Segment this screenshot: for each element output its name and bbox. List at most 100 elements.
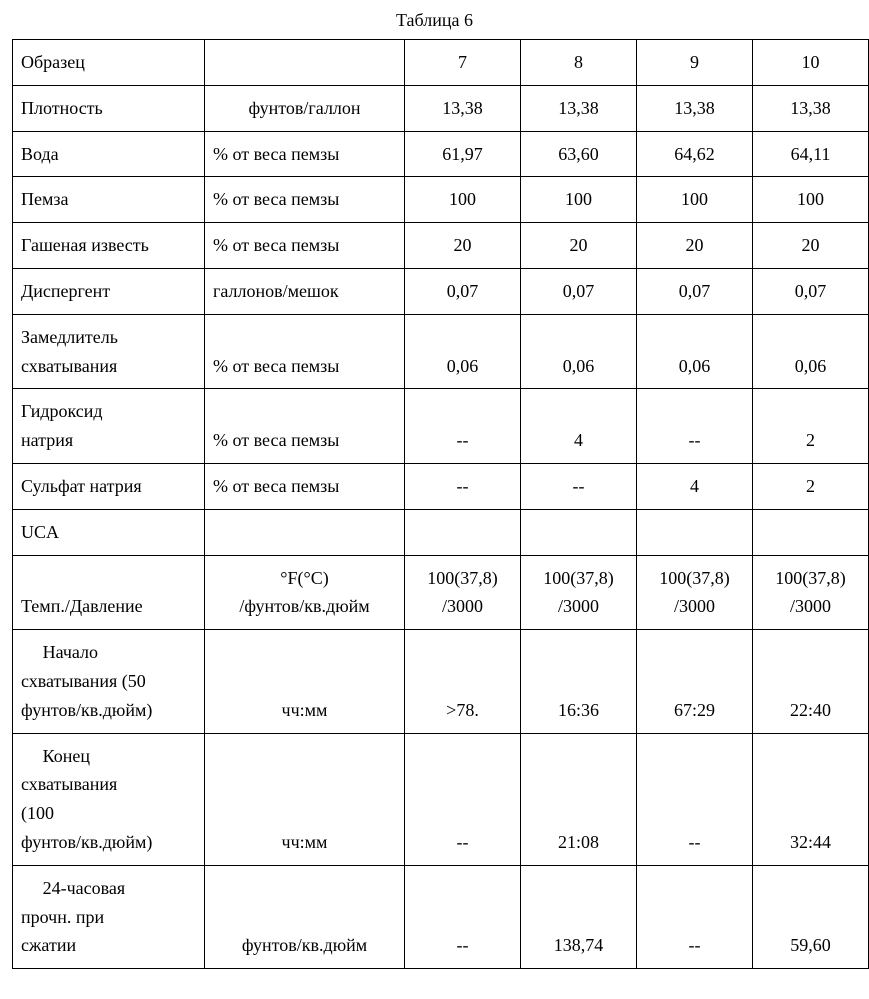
table-row: Начало схватывания (50 фунтов/кв.дюйм)чч… [13, 630, 869, 733]
table-row: Вода% от веса пемзы61,9763,6064,6264,11 [13, 131, 869, 177]
row-label: Пемза [13, 177, 205, 223]
row-label: Вода [13, 131, 205, 177]
cell-value: 20 [637, 223, 753, 269]
table-row: UCA [13, 509, 869, 555]
cell-value: 59,60 [753, 865, 869, 968]
cell-value: 13,38 [753, 85, 869, 131]
row-label: Диспергент [13, 268, 205, 314]
cell-value: 100 [521, 177, 637, 223]
cell-value: 100 [753, 177, 869, 223]
row-unit: фунтов/кв.дюйм [205, 865, 405, 968]
cell-value: 100(37,8) /3000 [405, 555, 521, 630]
table-row: Гидроксид натрия% от веса пемзы--4--2 [13, 389, 869, 464]
cell-value: -- [637, 865, 753, 968]
table-row: 24-часовая прочн. при сжатиифунтов/кв.дю… [13, 865, 869, 968]
table-row: Плотностьфунтов/галлон13,3813,3813,3813,… [13, 85, 869, 131]
cell-value: 0,07 [521, 268, 637, 314]
cell-value: >78. [405, 630, 521, 733]
data-table: Образец78910Плотностьфунтов/галлон13,381… [12, 39, 869, 969]
row-unit: % от веса пемзы [205, 177, 405, 223]
cell-value: 0,07 [753, 268, 869, 314]
cell-value: 9 [637, 40, 753, 86]
cell-value: 0,06 [753, 314, 869, 389]
cell-value: 20 [753, 223, 869, 269]
table-caption: Таблица 6 [12, 10, 857, 31]
row-label: Гидроксид натрия [13, 389, 205, 464]
table-row: Гашеная известь% от веса пемзы20202020 [13, 223, 869, 269]
row-label: UCA [13, 509, 205, 555]
cell-value: 100 [405, 177, 521, 223]
cell-value: -- [405, 463, 521, 509]
cell-value: 4 [637, 463, 753, 509]
cell-value: 0,06 [637, 314, 753, 389]
cell-value: 20 [405, 223, 521, 269]
cell-value: 61,97 [405, 131, 521, 177]
row-unit: % от веса пемзы [205, 389, 405, 464]
row-label: Гашеная известь [13, 223, 205, 269]
row-label: Плотность [13, 85, 205, 131]
cell-value: 100(37,8) /3000 [637, 555, 753, 630]
cell-value: 100 [637, 177, 753, 223]
row-unit: фунтов/галлон [205, 85, 405, 131]
row-label: Начало схватывания (50 фунтов/кв.дюйм) [13, 630, 205, 733]
cell-value: -- [405, 865, 521, 968]
cell-value: 64,11 [753, 131, 869, 177]
cell-value: -- [405, 733, 521, 865]
cell-value: 21:08 [521, 733, 637, 865]
table-row: Конец схватывания (100 фунтов/кв.дюйм)чч… [13, 733, 869, 865]
row-label: Образец [13, 40, 205, 86]
cell-value [405, 509, 521, 555]
cell-value: 0,07 [405, 268, 521, 314]
cell-value: -- [405, 389, 521, 464]
row-label: Замедлитель схватывания [13, 314, 205, 389]
cell-value: 2 [753, 389, 869, 464]
cell-value: 100(37,8) /3000 [521, 555, 637, 630]
row-label: Конец схватывания (100 фунтов/кв.дюйм) [13, 733, 205, 865]
cell-value: -- [521, 463, 637, 509]
table-row: Пемза% от веса пемзы100100100100 [13, 177, 869, 223]
row-unit: чч:мм [205, 630, 405, 733]
table-row: Темп./Давление°F(°C) /фунтов/кв.дюйм100(… [13, 555, 869, 630]
cell-value: 63,60 [521, 131, 637, 177]
cell-value: 10 [753, 40, 869, 86]
cell-value: 13,38 [521, 85, 637, 131]
cell-value: 0,06 [521, 314, 637, 389]
cell-value: 67:29 [637, 630, 753, 733]
cell-value: 7 [405, 40, 521, 86]
cell-value [637, 509, 753, 555]
cell-value: 138,74 [521, 865, 637, 968]
table-row: Диспергентгаллонов/мешок0,070,070,070,07 [13, 268, 869, 314]
cell-value [753, 509, 869, 555]
table-row: Замедлитель схватывания% от веса пемзы0,… [13, 314, 869, 389]
cell-value: 13,38 [637, 85, 753, 131]
row-unit [205, 509, 405, 555]
row-unit: % от веса пемзы [205, 314, 405, 389]
cell-value: -- [637, 733, 753, 865]
cell-value: 2 [753, 463, 869, 509]
cell-value: 8 [521, 40, 637, 86]
table-row: Образец 78910 [13, 40, 869, 86]
row-label: Темп./Давление [13, 555, 205, 630]
cell-value: 4 [521, 389, 637, 464]
row-unit: % от веса пемзы [205, 223, 405, 269]
row-unit: чч:мм [205, 733, 405, 865]
cell-value: 0,07 [637, 268, 753, 314]
row-unit [205, 40, 405, 86]
row-label: Сульфат натрия [13, 463, 205, 509]
cell-value: 22:40 [753, 630, 869, 733]
cell-value [521, 509, 637, 555]
cell-value: 64,62 [637, 131, 753, 177]
cell-value: -- [637, 389, 753, 464]
cell-value: 100(37,8) /3000 [753, 555, 869, 630]
cell-value: 16:36 [521, 630, 637, 733]
row-label: 24-часовая прочн. при сжатии [13, 865, 205, 968]
cell-value: 0,06 [405, 314, 521, 389]
cell-value: 13,38 [405, 85, 521, 131]
cell-value: 20 [521, 223, 637, 269]
row-unit: % от веса пемзы [205, 463, 405, 509]
cell-value: 32:44 [753, 733, 869, 865]
row-unit: °F(°C) /фунтов/кв.дюйм [205, 555, 405, 630]
row-unit: % от веса пемзы [205, 131, 405, 177]
table-row: Сульфат натрия% от веса пемзы----42 [13, 463, 869, 509]
row-unit: галлонов/мешок [205, 268, 405, 314]
